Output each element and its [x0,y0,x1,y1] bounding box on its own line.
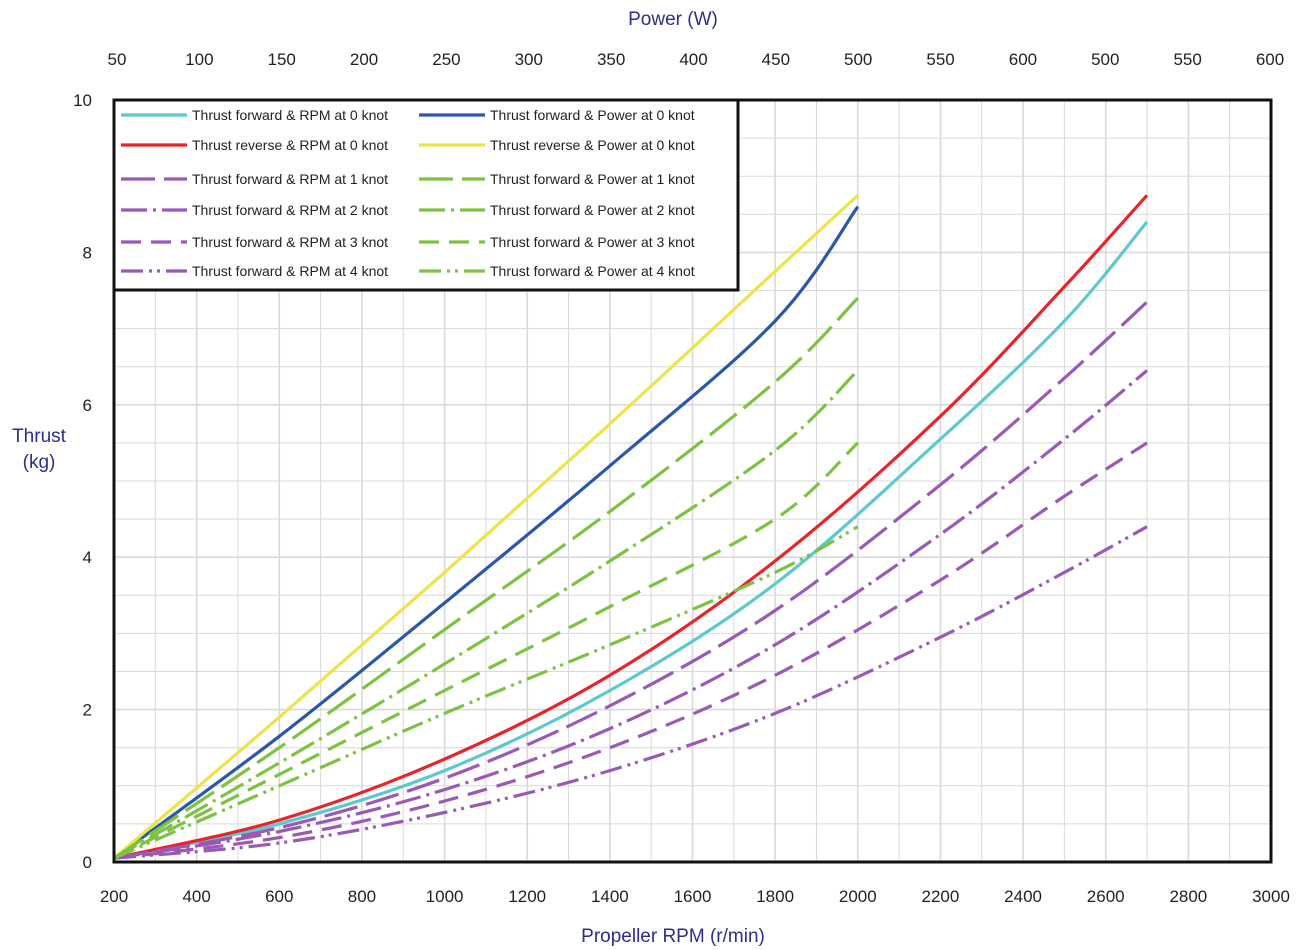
series-line-7 [113,369,1149,860]
bottom-axis-title: Propeller RPM (r/min) [581,926,765,947]
top-tick-label: 500 [1091,50,1119,69]
top-tick-label: 550 [1173,50,1201,69]
legend-label: Thrust forward & RPM at 4 knot [192,263,388,279]
legend-label: Thrust reverse & Power at 0 knot [490,137,695,153]
top-tick-label: 50 [108,50,127,69]
legend-label: Thrust forward & RPM at 1 knot [192,171,388,187]
legend-label: Thrust forward & Power at 1 knot [490,171,695,187]
legend-label: Thrust forward & Power at 4 knot [490,263,695,279]
legend-label: Thrust forward & Power at 2 knot [490,202,695,218]
top-tick-label: 300 [515,50,543,69]
x-tick-label: 2000 [839,887,877,906]
x-tick-label: 400 [182,887,210,906]
x-tick-label: 2600 [1087,887,1125,906]
y-tick-label: 4 [83,548,92,567]
x-tick-label: 800 [348,887,376,906]
legend-label: Thrust forward & RPM at 0 knot [192,107,388,123]
x-tick-label: 1600 [674,887,712,906]
top-tick-label: 250 [432,50,460,69]
legend-label: Thrust forward & RPM at 2 knot [192,202,388,218]
top-tick-label: 200 [350,50,378,69]
top-tick-label: 450 [762,50,790,69]
top-tick-label: 550 [926,50,954,69]
series-line-1 [113,220,1149,860]
x-tick-label: 1800 [756,887,794,906]
x-tick-label: 1000 [426,887,464,906]
y-axis-title-line1: Thrust [12,426,67,447]
series-line-8 [113,369,859,860]
series-line-3 [113,194,1149,860]
x-tick-label: 1200 [508,887,546,906]
legend: Thrust forward & RPM at 0 knot Thrust for… [112,98,740,292]
x-tick-label: 1400 [591,887,629,906]
legend-label: Thrust forward & Power at 3 knot [490,234,695,250]
legend-box [112,98,740,292]
x-tick-label: 600 [265,887,293,906]
series-line-6 [113,296,859,860]
y-tick-label: 0 [83,853,92,872]
top-tick-label: 600 [1256,50,1284,69]
y-tick-label: 6 [83,396,92,415]
series-line-11 [113,525,1148,860]
series-line-2 [113,205,860,860]
series-line-5 [113,300,1149,860]
y-tick-label: 2 [83,701,92,720]
x-tick-label: 200 [100,887,128,906]
top-tick-label: 600 [1009,50,1037,69]
top-tick-label: 150 [268,50,296,69]
series-line-12 [113,525,859,860]
legend-label: Thrust reverse & RPM at 0 knot [192,137,388,153]
legend-label: Thrust forward & Power at 0 knot [490,107,695,123]
top-axis-title: Power (W) [628,9,718,30]
x-tick-label: 2200 [922,887,960,906]
series-line-4 [112,194,859,860]
x-tick-label: 2400 [1004,887,1042,906]
tick-labels: 200 400 600 800 1000 1200 1400 1600 1800 2000 2200… [73,50,1290,906]
series-line-9 [113,441,1148,860]
y-tick-label: 8 [83,243,92,262]
x-tick-label: 2800 [1169,887,1207,906]
top-tick-label: 400 [679,50,707,69]
legend-label: Thrust forward & RPM at 3 knot [192,234,388,250]
top-tick-label: 350 [597,50,625,69]
top-tick-label: 100 [185,50,213,69]
series-layer [112,194,1149,860]
y-tick-label: 10 [73,91,92,110]
y-axis-title-line2: (kg) [23,452,56,473]
top-tick-label: 500 [844,50,872,69]
x-tick-label: 3000 [1252,887,1290,906]
series-line-10 [113,441,859,860]
